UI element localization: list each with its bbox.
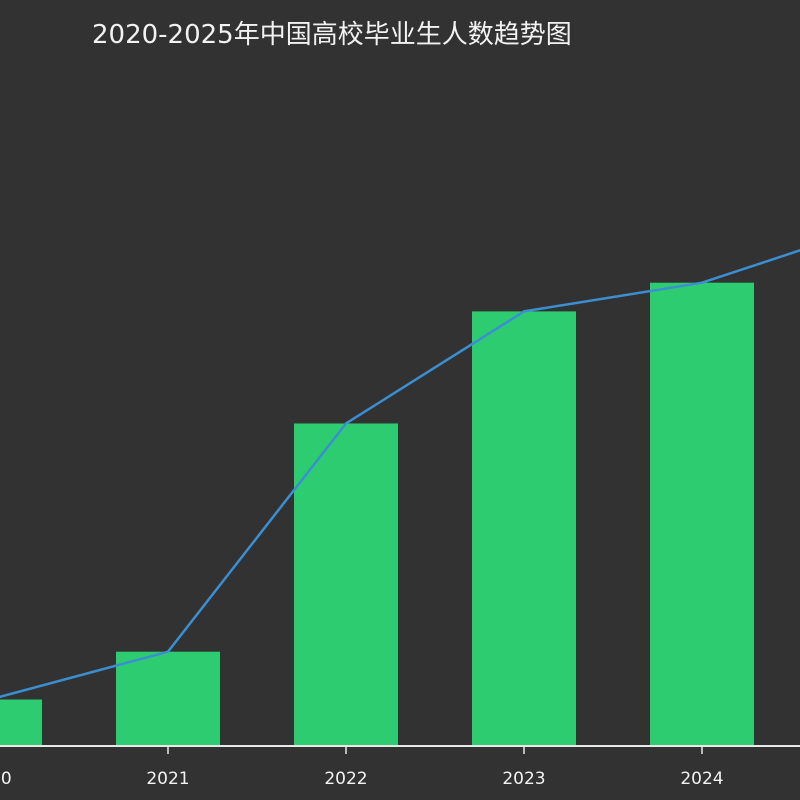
x-tick-label-2022: 2022 bbox=[324, 769, 367, 789]
x-tick-label-2023: 2023 bbox=[502, 769, 545, 789]
bar-2020 bbox=[0, 699, 42, 746]
x-tick-label-2021: 2021 bbox=[146, 769, 189, 789]
bar-2023 bbox=[472, 311, 576, 746]
bar-2021 bbox=[116, 651, 220, 746]
bars-layer bbox=[0, 282, 754, 746]
x-tick-label-2020: 2020 bbox=[0, 769, 12, 789]
x-tick-label-2024: 2024 bbox=[680, 769, 723, 789]
trend-line bbox=[0, 249, 800, 699]
bar-2024 bbox=[650, 282, 754, 746]
chart-title: 2020-2025年中国高校毕业生人数趋势图 bbox=[92, 20, 572, 50]
line-layer bbox=[0, 249, 800, 699]
x-axis: 202020212022202320242025 bbox=[0, 745, 800, 789]
bar-2022 bbox=[294, 423, 398, 746]
